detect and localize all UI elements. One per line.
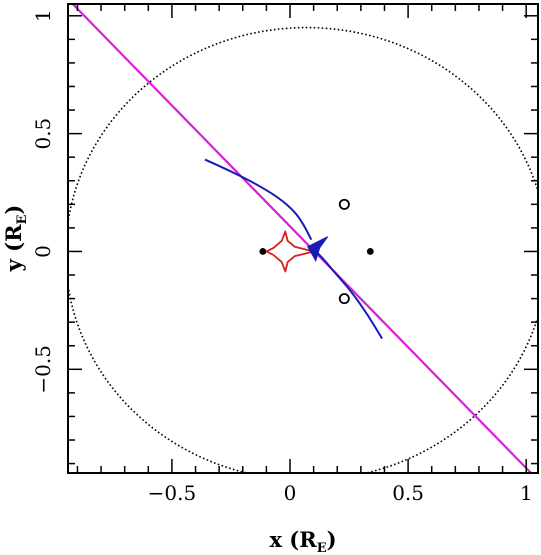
y-axis-label-main: y (R	[1, 224, 26, 272]
y-axis-label-subscript: E	[15, 214, 30, 224]
trajectory-arrowhead	[307, 236, 329, 262]
y-tick-label: 0.5	[31, 118, 55, 150]
x-tick-label: 1	[520, 481, 533, 505]
lens-point-open	[338, 198, 350, 210]
x-axis-label-subscript: E	[317, 541, 327, 555]
x-axis-label-close: )	[327, 527, 337, 552]
tick-labels: −0.5 0 0.5 1 −0.5 0 0.5 1	[31, 9, 533, 505]
y-tick-label: 0	[31, 245, 55, 258]
lens-point-open	[338, 293, 350, 305]
x-tick-label: 0	[284, 481, 297, 505]
lens-point-filled	[366, 248, 374, 255]
caustic-curve	[265, 230, 314, 273]
plot-content	[68, 4, 538, 473]
source-trajectory-line	[71, 4, 533, 473]
x-axis-label-main: x (R	[269, 527, 317, 552]
y-axis-label: y (RE)	[1, 205, 30, 273]
y-axis-label-close: )	[1, 205, 26, 215]
x-tick-label: −0.5	[148, 481, 197, 505]
y-tick-label: 1	[31, 9, 55, 22]
y-tick-label: −0.5	[31, 345, 55, 394]
image-trajectory-upper	[204, 158, 313, 241]
x-tick-label: 0.5	[392, 481, 424, 505]
plot-frame	[67, 3, 539, 474]
image-trajectory-lower	[312, 248, 383, 340]
axis-ticks	[68, 4, 538, 473]
x-axis-label: x (RE)	[269, 527, 336, 555]
lens-point-filled	[259, 248, 267, 255]
einstein-ring-ellipse	[68, 26, 538, 473]
